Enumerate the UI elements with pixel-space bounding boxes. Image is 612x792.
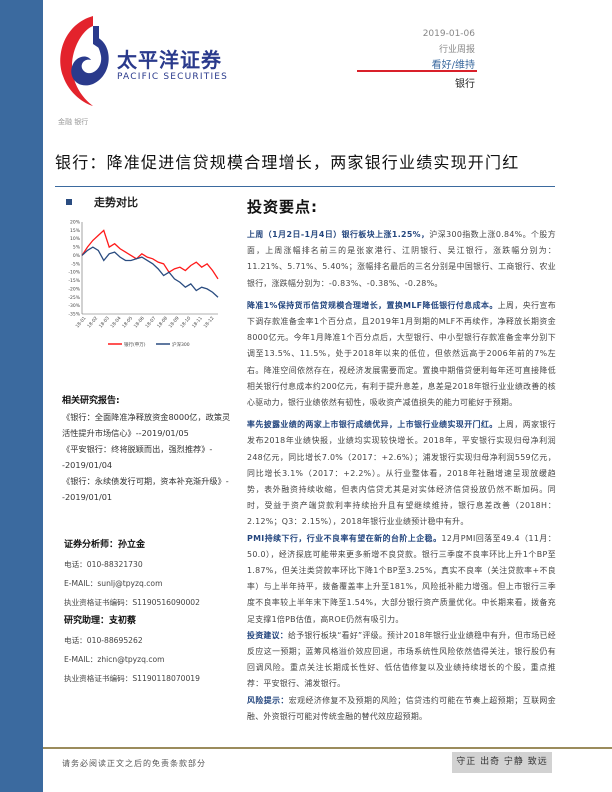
sector-label: 银行 [455, 79, 475, 90]
y-tick-label: -10% [68, 270, 80, 276]
paragraph-lead: 率先披露业绩的两家上市银行成绩优异，上市银行业绩实现开门红。 [247, 420, 498, 430]
y-tick-label: -5% [71, 261, 80, 267]
sidebar-band [0, 0, 43, 792]
analyst-email[interactable]: E-MAIL：sunlj@tpyzq.com [64, 579, 163, 588]
related-report-item[interactable]: 《银行：全面降准净释放资金8000亿，政策灵活性提升市场信心》--2019/01… [62, 412, 231, 438]
paragraph-body: 宏观经济修复不及预期的风险；信贷违约可能在节奏上超预期；互联网金融、外资银行可能… [247, 695, 556, 721]
x-tick-label: 18-09 [168, 315, 181, 329]
report-date: 2019-01-06 [422, 29, 475, 39]
x-tick-label: 18-02 [86, 315, 99, 329]
x-tick-label: 18-04 [109, 315, 122, 329]
y-tick-label: 15% [70, 228, 81, 234]
page-title: 银行：降准促进信贷规模合理增长，两家银行业绩实现开门红 [55, 153, 520, 172]
series-line [81, 246, 219, 298]
paragraph-lead: 上周（1月2日-1月4日）银行板块上涨1.25%， [247, 230, 430, 239]
investment-highlights: 投资要点: 上周（1月2日-1月4日）银行板块上涨1.25%，沪深300指数上涨… [247, 196, 556, 731]
series-line [81, 229, 219, 280]
x-tick-label: 18-11 [191, 315, 204, 329]
legend-label: 沪深300 [172, 341, 190, 348]
assistant-phone: 电话：010-88695262 [64, 636, 143, 645]
x-tick-label: 18-05 [121, 315, 134, 329]
y-tick-label: -20% [68, 286, 80, 292]
bullet-square-icon [66, 199, 72, 205]
paragraph: 上周（1月2日-1月4日）银行板块上涨1.25%，沪深300指数上涨0.84%。… [247, 227, 556, 292]
y-tick-label: 0% [73, 253, 81, 259]
report-meta: 2019-01-06 行业周报 看好/维持 [423, 26, 475, 74]
analyst-phone: 电话：010-88321730 [64, 560, 143, 569]
related-report-item[interactable]: 《银行：永续债发行可期，资本补充渐升级》--2019/01/01 [62, 476, 229, 502]
paragraph: 风险提示：宏观经济修复不及预期的风险；信贷违约可能在节奏上超预期；互联网金融、外… [247, 693, 556, 725]
highlights-heading: 投资要点: [247, 198, 318, 216]
paragraph-body: 上周，央行宣布下调存款准备金率1个百分点，且2019年1月到期的MLF不再续作，… [247, 300, 556, 408]
title-divider [55, 186, 555, 187]
paragraph-body: 给予银行板块“看好”评级。预计2018年银行业业绩稳中有升，但市场已经反应这一预… [247, 630, 556, 689]
paragraph-lead: 降准1%保持货币信贷规模合理增长，置换MLF降低银行付息成本。 [247, 300, 498, 310]
report-type: 行业周报 [438, 45, 475, 55]
related-heading: 相关研究报告: [62, 396, 120, 406]
related-reports: 相关研究报告: 《银行：全面降准净释放资金8000亿，政策灵活性提升市场信心》-… [62, 393, 234, 505]
x-tick-label: 18-12 [203, 315, 216, 329]
y-tick-label: 20% [70, 220, 81, 226]
paragraph-lead: 风险提示： [247, 695, 289, 705]
left-column: 走势对比 20% 15% 10% 5% 0% -5% -10% -15% -20% -25% -30… [58, 190, 238, 348]
assistant-heading: 研究助理：支初蔡 [64, 616, 137, 626]
x-tick-label: 18-06 [133, 315, 146, 329]
analyst-heading: 证券分析师：孙立金 [64, 540, 146, 550]
trend-heading-text: 走势对比 [94, 196, 138, 209]
paragraph-body: 12月PMI回落至49.4（11月：50.0），经济探底可能带来更多新增不良贷款… [247, 533, 556, 624]
contacts: 证券分析师：孙立金 电话：010-88321730 E-MAIL：sunlj@t… [64, 536, 236, 688]
trend-heading: 走势对比 [58, 194, 238, 210]
y-tick-label: -35% [68, 312, 80, 318]
rating-divider [357, 70, 477, 72]
y-tick-label: -30% [68, 303, 80, 309]
company-logo: 太平洋证券 PACIFIC SECURITIES [55, 14, 235, 106]
paragraph: 投资建议：给予银行板块“看好”评级。预计2018年银行业业绩稳中有升，但市场已经… [247, 628, 556, 693]
footer-divider [43, 747, 612, 749]
footer-disclaimer: 请务必阅读正文之后的免责条款部分 [62, 759, 206, 768]
paragraph: 降准1%保持货币信贷规模合理增长，置换MLF降低银行付息成本。上周，央行宣布下调… [247, 298, 556, 411]
paragraph-body: 上周，两家银行发布2018年业绩快报，业绩均实现较快增长。2018年，平安银行实… [247, 420, 556, 527]
paragraph-lead: 投资建议： [247, 630, 289, 640]
analyst-license: 执业资格证书编码：S1190516090002 [64, 598, 200, 607]
x-tick-label: 18-07 [144, 315, 157, 329]
x-tick-label: 18-10 [179, 315, 192, 329]
trend-chart: 20% 15% 10% 5% 0% -5% -10% -15% -20% -25% -30% -35%… [68, 220, 219, 348]
assistant-email[interactable]: E-MAIL：zhicn@tpyzq.com [64, 655, 165, 664]
y-tick-label: 5% [73, 245, 81, 251]
y-tick-label: 10% [70, 236, 81, 242]
logo-emblem-icon [60, 16, 109, 106]
assistant-license: 执业资格证书编码：S1190118070019 [64, 674, 200, 683]
paragraph-body: 沪深300指数上涨0.84%。个股方面，上周涨幅排名前三的是张家港行、江阴银行、… [247, 230, 556, 288]
paragraph: PMI持续下行，行业不良率有望在新的台阶上企稳。12月PMI回落至49.4（11… [247, 531, 556, 628]
y-tick-label: -15% [68, 278, 80, 284]
x-tick-label: 18-08 [156, 315, 169, 329]
footer-motto: 守正 出奇 宁静 致远 [452, 752, 552, 773]
y-tick-label: -25% [68, 295, 80, 301]
rating: 看好/维持 [431, 60, 475, 71]
x-tick-label: 18-03 [98, 315, 111, 329]
paragraph-lead: PMI持续下行，行业不良率有望在新的台阶上企稳。 [247, 533, 442, 543]
breadcrumb: 金融 银行 [58, 118, 89, 126]
logo-name-en: PACIFIC SECURITIES [117, 72, 229, 82]
paragraph: 率先披露业绩的两家上市银行成绩优异，上市银行业绩实现开门红。上周，两家银行发布2… [247, 417, 556, 530]
related-report-item[interactable]: 《平安银行：终将脱颖而出，强烈推荐》--2019/01/04 [62, 444, 213, 470]
logo-name-cn: 太平洋证券 [117, 48, 222, 72]
legend-label: 银行(申万) [124, 341, 146, 348]
